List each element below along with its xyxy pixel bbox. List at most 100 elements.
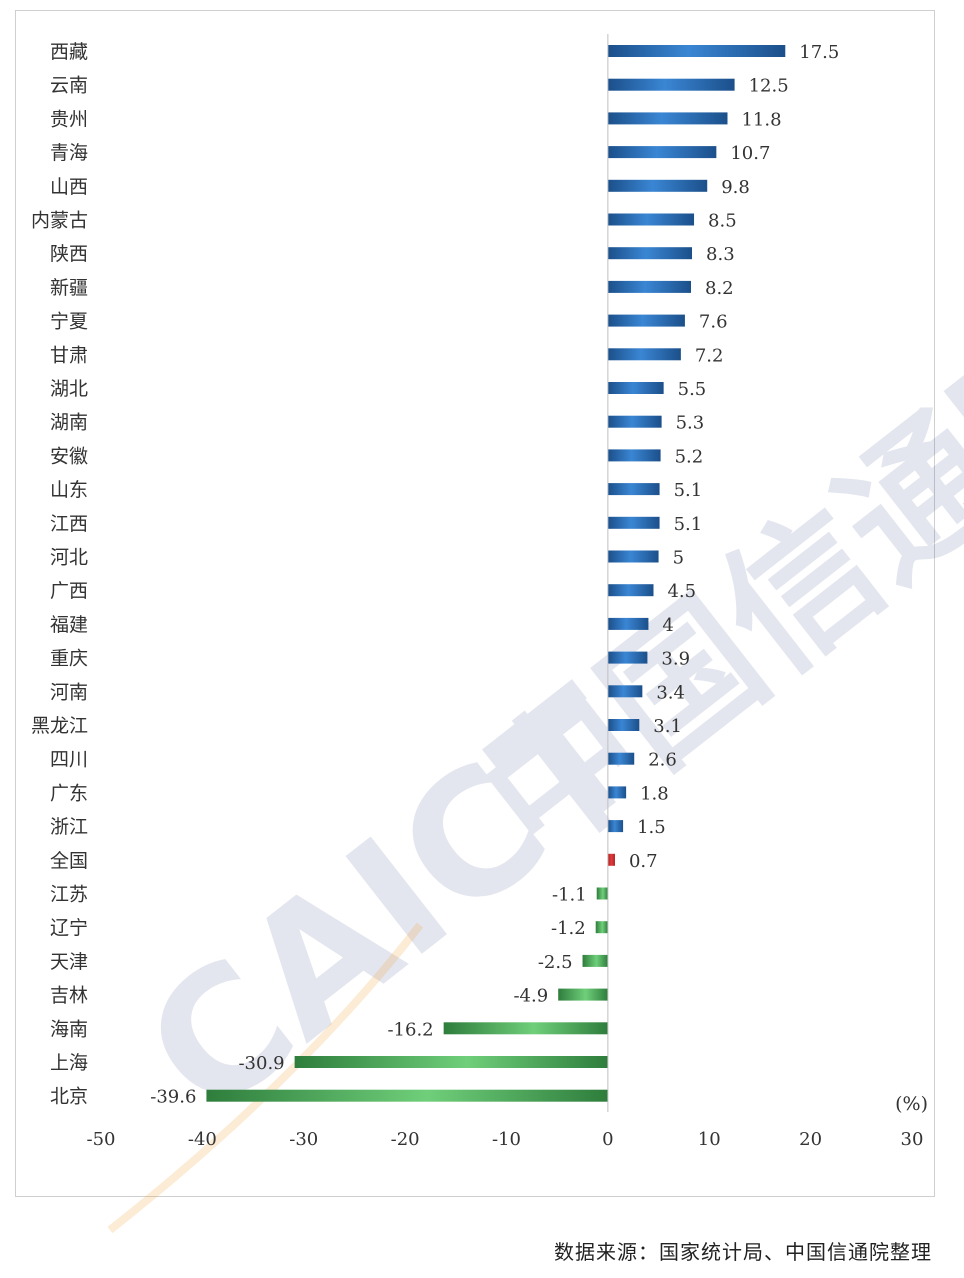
value-label: 0.7: [629, 851, 658, 872]
bar: [607, 449, 661, 462]
category-label: 内蒙古: [31, 210, 88, 232]
bar: [607, 314, 685, 327]
x-axis-ticks: -50 -40 -30 -20 -10 0 10 20 30: [87, 1129, 924, 1150]
bar: [607, 382, 664, 394]
category-label: 山西: [50, 176, 88, 198]
bar: [607, 651, 648, 664]
bars-layer: [206, 45, 786, 1102]
value-label: 2.6: [648, 750, 677, 771]
value-label: -2.5: [538, 952, 573, 973]
value-label: 8.2: [705, 278, 734, 299]
category-label: 山东: [50, 479, 88, 501]
value-label: -1.2: [551, 918, 586, 939]
category-label: 安徽: [50, 445, 88, 467]
category-label: 陕西: [50, 243, 88, 265]
value-label: -1.1: [552, 885, 587, 906]
bar: [582, 954, 608, 967]
bar: [607, 112, 728, 125]
bar: [607, 179, 708, 192]
bar: [607, 483, 660, 496]
category-label: 浙江: [50, 816, 88, 838]
value-label: 4.5: [667, 581, 696, 602]
category-label: 吉林: [50, 985, 88, 1007]
bar: [607, 280, 692, 293]
value-label: -39.6: [150, 1087, 196, 1108]
value-label: -4.9: [513, 986, 548, 1007]
category-label: 河南: [50, 681, 88, 703]
x-tick-label: 30: [901, 1129, 924, 1150]
bar: [294, 1056, 608, 1068]
value-label: 8.3: [706, 244, 735, 265]
watermark-swoosh-icon: [107, 922, 424, 1234]
x-tick-label: -40: [188, 1129, 217, 1150]
value-label: 7.6: [699, 312, 728, 333]
category-label: 青海: [50, 142, 88, 164]
category-label: 新疆: [50, 277, 88, 299]
bar: [443, 1022, 608, 1035]
value-label: 5: [673, 548, 684, 569]
category-label: 湖南: [50, 412, 88, 434]
bar: [607, 786, 627, 799]
category-label: 上海: [50, 1052, 88, 1074]
value-label: 5.2: [675, 446, 704, 467]
bar: [607, 853, 615, 866]
chart-frame: [15, 10, 935, 1197]
category-label: 海南: [50, 1018, 88, 1040]
value-label: 10.7: [730, 143, 770, 164]
category-label: 四川: [50, 749, 88, 771]
value-label: 12.5: [749, 76, 789, 97]
category-label: 湖北: [50, 378, 88, 400]
category-label: 宁夏: [50, 311, 88, 333]
value-label: 8.5: [708, 211, 737, 232]
value-label: 9.8: [721, 177, 750, 198]
bar: [607, 820, 624, 833]
category-label: 广东: [50, 782, 88, 804]
bar: [607, 516, 660, 529]
value-label: 1.8: [640, 783, 669, 804]
value-label: 1.5: [637, 817, 666, 838]
category-label: 辽宁: [50, 917, 88, 939]
category-label: 天津: [50, 951, 88, 973]
bar: [206, 1089, 608, 1102]
bar: [596, 887, 608, 900]
bar: [595, 921, 608, 934]
category-label: 江苏: [50, 884, 88, 906]
category-label: 黑龙江: [31, 715, 88, 737]
value-label: 5.3: [676, 413, 705, 434]
bar: [607, 146, 717, 159]
category-label: 江西: [50, 513, 88, 535]
bar: [558, 988, 608, 1001]
value-label: -16.2: [387, 1019, 433, 1040]
category-label: 甘肃: [50, 344, 88, 366]
labels-layer: 西藏 17.5 云南 12.5 贵州 11.8 青海 10.7 山西 9.8 内蒙古 8.5 陕西 8.3…: [31, 41, 839, 1108]
bar: [607, 584, 654, 597]
bar: [607, 78, 735, 91]
category-label: 贵州: [50, 108, 88, 130]
value-label: -30.9: [238, 1053, 284, 1074]
value-label: 7.2: [695, 345, 724, 366]
category-label: 西藏: [50, 41, 88, 63]
bar: [607, 247, 693, 260]
value-label: 5.5: [678, 379, 707, 400]
bar: [607, 550, 659, 563]
bar: [607, 719, 640, 731]
x-tick-label: 10: [698, 1129, 721, 1150]
value-label: 11.8: [741, 109, 781, 130]
unit-label: (%): [895, 1093, 928, 1115]
bar: [607, 617, 649, 630]
x-tick-label: -20: [391, 1129, 420, 1150]
bar: [607, 752, 635, 765]
category-label: 广西: [50, 580, 88, 602]
source-note: 数据来源：国家统计局、中国信通院整理: [554, 1240, 932, 1264]
category-label: 福建: [50, 614, 88, 636]
value-label: 3.1: [653, 716, 682, 737]
bar: [607, 45, 786, 57]
bar: [607, 213, 695, 226]
category-label: 全国: [50, 850, 88, 872]
value-label: 4: [662, 615, 673, 636]
x-tick-label: -30: [289, 1129, 318, 1150]
category-label: 河北: [50, 547, 88, 569]
value-label: 5.1: [674, 480, 703, 501]
